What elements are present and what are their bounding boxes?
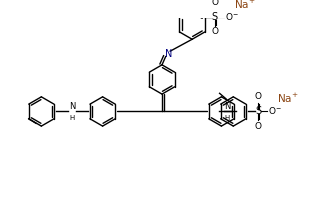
- Text: O: O: [211, 0, 218, 7]
- Text: H: H: [69, 115, 75, 121]
- Text: O: O: [211, 27, 218, 36]
- Text: O: O: [254, 92, 261, 101]
- Text: N: N: [165, 49, 172, 59]
- Text: N: N: [69, 102, 75, 110]
- Text: Na$^{+}$: Na$^{+}$: [234, 0, 256, 11]
- Text: O: O: [254, 121, 261, 131]
- Text: S: S: [212, 12, 218, 22]
- Text: N: N: [224, 102, 231, 110]
- Text: O$^{-}$: O$^{-}$: [268, 105, 282, 116]
- Text: H: H: [225, 115, 230, 121]
- Text: Na$^{+}$: Na$^{+}$: [277, 92, 299, 105]
- Text: S: S: [255, 106, 261, 116]
- Text: O$^{-}$: O$^{-}$: [225, 11, 239, 22]
